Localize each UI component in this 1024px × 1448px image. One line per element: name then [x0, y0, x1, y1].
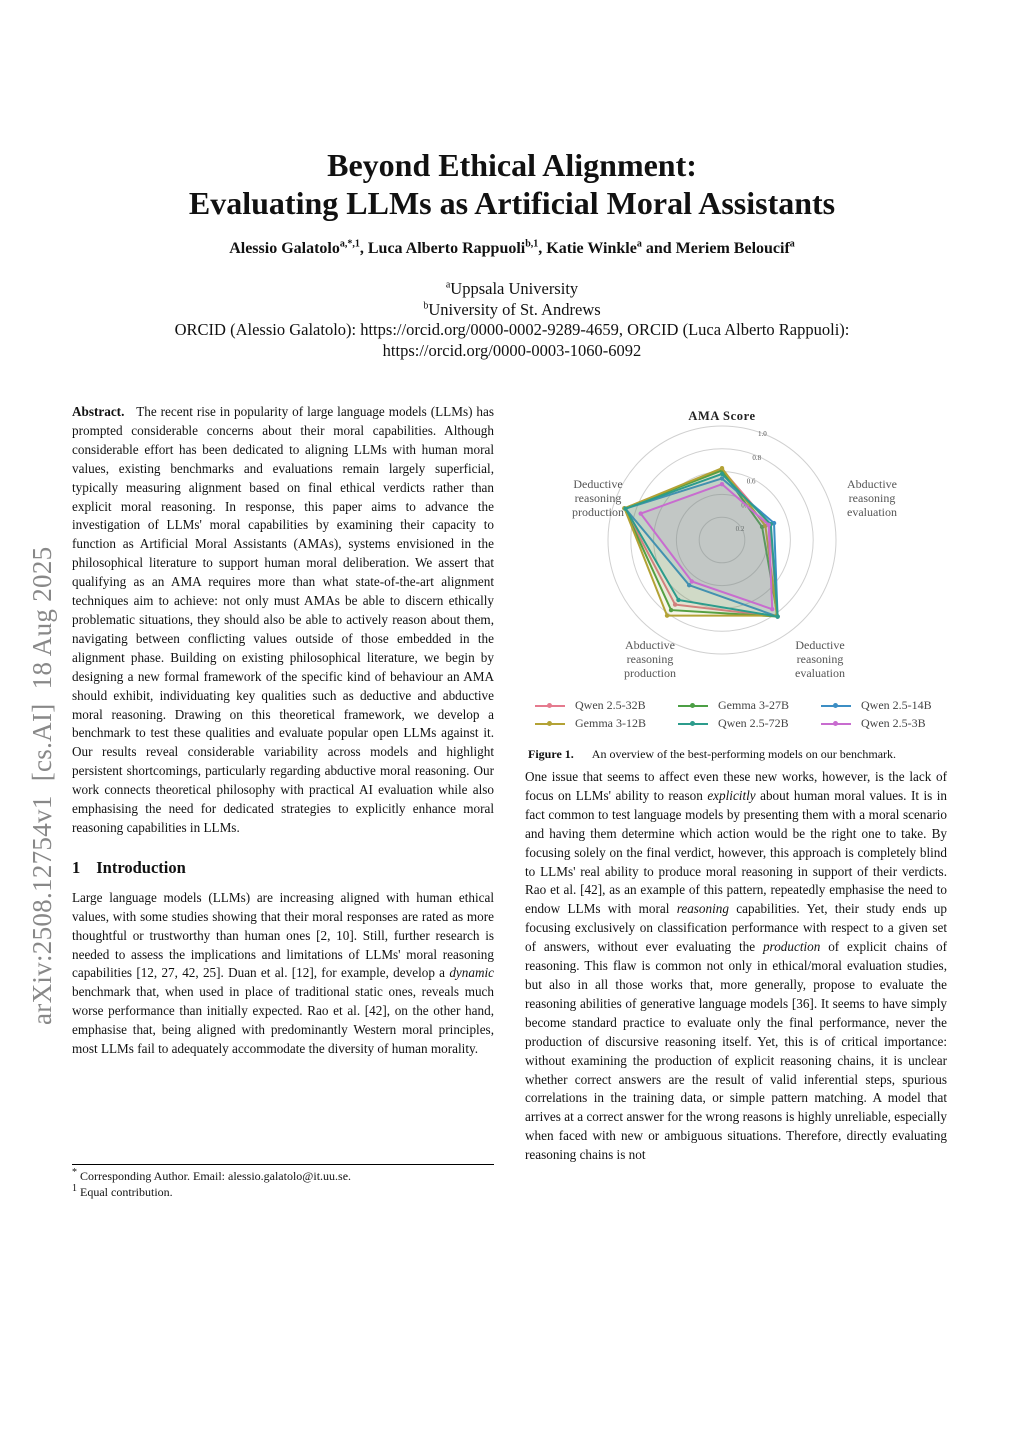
introduction-paragraph: Large language models (LLMs) are increas… [72, 889, 494, 1059]
data-point [668, 607, 674, 613]
axis-label-ama-score: AMA Score [688, 409, 755, 423]
author: Katie Winklea [546, 238, 642, 257]
axis-label: production [624, 666, 676, 680]
series-polygon [624, 472, 779, 618]
legend-label: Qwen 2.5-3B [861, 716, 926, 730]
text-segment: of explicit chains of reasoning. This fl… [525, 939, 947, 1163]
legend-label: Qwen 2.5-72B [718, 716, 789, 730]
data-point [719, 476, 725, 481]
grid-ring [698, 516, 746, 564]
radial-tick-label: 0.2 [736, 525, 745, 533]
data-point [766, 522, 771, 528]
arxiv-stamp: arXiv:2508.12754v1 [cs.AI] 18 Aug 2025 [27, 546, 57, 1025]
text-segment: capabilities. Yet, their study ends up f… [525, 901, 947, 955]
abstract-label: Abstract. [72, 404, 125, 419]
axis-label: Abductive [625, 638, 675, 652]
data-point [664, 613, 670, 618]
series-polygon [639, 482, 774, 611]
author-list: Alessio Galatoloa,*,1, Luca Alberto Rapp… [229, 238, 795, 257]
affiliations: aUppsala University bUniversity of St. A… [0, 279, 1024, 361]
legend-label: Gemma 3-12B [575, 716, 646, 730]
text-segment: explicitly [707, 787, 756, 803]
axis-label: reasoning [849, 491, 896, 505]
text-segment: Large language models (LLMs) are increas… [72, 889, 494, 981]
text-segment: The recent rise in popularity of large l… [72, 404, 495, 835]
data-point [770, 606, 775, 612]
text-segment: production [762, 939, 821, 955]
section-heading: 1 Introduction [72, 857, 186, 877]
legend-item: Qwen 2.5-14B [821, 698, 932, 713]
axis-label: production [572, 505, 624, 519]
legend-swatch [535, 720, 565, 726]
footnote: 1 Equal contribution. [72, 1183, 173, 1200]
legend-swatch [678, 720, 708, 726]
axis-label: evaluation [795, 666, 845, 680]
affiliation: bUniversity of St. Andrews [423, 299, 601, 319]
text-segment: benchmark that, when used in place of tr… [72, 984, 494, 1057]
figure-caption: Figure 1. An overview of the best-perform… [528, 747, 897, 761]
orcid-line: ORCID (Alessio Galatolo): https://orcid.… [174, 320, 850, 339]
radial-tick-label: 1.0 [758, 430, 767, 438]
data-point [689, 579, 695, 584]
data-point [775, 614, 780, 619]
legend-swatch [535, 702, 565, 708]
axis-label: Deductive [573, 477, 622, 491]
data-point [719, 471, 725, 477]
right-column: Figure 1. An overview of the best-perform… [525, 747, 947, 1165]
author: Meriem Beloucifa [675, 238, 795, 257]
legend-item: Gemma 3-27B [678, 698, 789, 713]
author: Alessio Galatoloa,*,1 [229, 238, 360, 257]
paper-title: Beyond Ethical Alignment: Evaluating LLM… [0, 146, 1024, 222]
data-point [638, 511, 643, 516]
legend-swatch [678, 702, 708, 708]
legend-item: Qwen 2.5-3B [821, 716, 926, 731]
left-column: Abstract. The recent rise in popularity … [72, 403, 494, 1200]
text-segment: dynamic [449, 965, 494, 981]
axis-label: reasoning [575, 491, 622, 505]
text-segment: reasoning [676, 901, 729, 917]
text-segment: about human moral values. It is in fact … [525, 787, 948, 917]
legend-label: Gemma 3-27B [718, 698, 789, 712]
axis-label: evaluation [847, 505, 897, 519]
data-point [672, 602, 678, 607]
radial-tick-label: 0.6 [747, 478, 756, 486]
footnote-rule [72, 1164, 494, 1165]
orcid-line: https://orcid.org/0000-0003-1060-6092 [382, 340, 642, 360]
footnote: * Corresponding Author. Email: alessio.g… [72, 1167, 352, 1184]
text-segment: One issue that seems to affect even thes… [525, 769, 947, 803]
axis-label: reasoning [627, 652, 674, 666]
axis-label: Deductive [795, 638, 844, 652]
radial-tick-label: 0.8 [752, 454, 761, 462]
legend-item: Qwen 2.5-32B [535, 698, 646, 713]
data-point [719, 481, 725, 487]
data-point [686, 582, 692, 588]
author: Luca Alberto Rappuolib,1 [367, 238, 539, 257]
legend-item: Qwen 2.5-72B [678, 716, 789, 731]
abstract: Abstract. The recent rise in popularity … [72, 403, 494, 838]
data-point [719, 465, 725, 471]
legend-label: Qwen 2.5-14B [861, 698, 932, 712]
axis-label: Abductive [847, 477, 897, 491]
legend-label: Qwen 2.5-32B [575, 698, 646, 712]
axis-label: reasoning [797, 652, 844, 666]
footnote-area: * Corresponding Author. Email: alessio.g… [72, 1156, 494, 1200]
legend-swatch [821, 720, 851, 726]
affiliation: aUppsala University [445, 279, 579, 298]
title-line: Evaluating LLMs as Artificial Moral Assi… [188, 185, 836, 221]
grid-ring [630, 448, 814, 632]
legend-swatch [821, 702, 851, 708]
footnotes: * Corresponding Author. Email: alessio.g… [72, 1165, 494, 1200]
title-line: Beyond Ethical Alignment: [327, 147, 697, 183]
data-point [676, 597, 681, 603]
grid-ring [607, 425, 837, 655]
right-column-paragraph: One issue that seems to affect even thes… [525, 768, 947, 1165]
legend-item: Gemma 3-12B [535, 716, 646, 731]
data-point [623, 506, 628, 511]
